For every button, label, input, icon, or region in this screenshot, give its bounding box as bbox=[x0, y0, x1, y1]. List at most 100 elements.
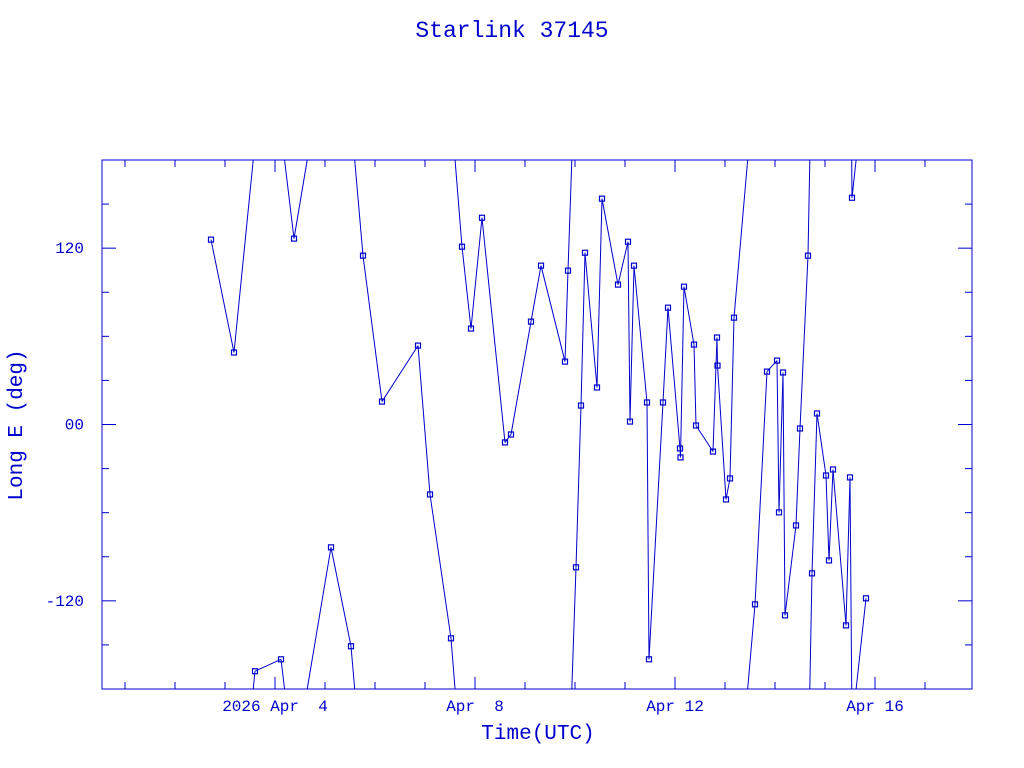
series-segment bbox=[596, 198, 603, 388]
data-point bbox=[581, 249, 589, 256]
series-segment bbox=[695, 425, 714, 452]
series-segment bbox=[564, 270, 569, 362]
data-point bbox=[842, 622, 850, 629]
data-point bbox=[277, 656, 285, 663]
data-point bbox=[751, 601, 759, 608]
series-segment bbox=[617, 241, 629, 285]
data-point bbox=[378, 398, 386, 405]
series-segment bbox=[504, 434, 512, 443]
data-point bbox=[230, 349, 238, 356]
series-segment-wrapped bbox=[284, 159, 295, 239]
series-segment bbox=[782, 372, 786, 616]
data-point bbox=[598, 195, 606, 202]
data-point bbox=[813, 410, 821, 417]
series-segment bbox=[280, 659, 286, 690]
series-segment bbox=[845, 477, 851, 626]
series-segment bbox=[461, 246, 472, 329]
series-segment bbox=[776, 360, 780, 513]
data-point bbox=[572, 564, 580, 571]
series-segment bbox=[667, 307, 681, 449]
series-segment bbox=[540, 265, 566, 362]
data-point bbox=[804, 252, 812, 259]
series-segment bbox=[633, 265, 648, 403]
data-point bbox=[677, 454, 684, 461]
series-segment bbox=[849, 477, 853, 690]
data-point bbox=[676, 445, 684, 452]
series-segment bbox=[510, 321, 532, 435]
series-segment bbox=[754, 371, 768, 605]
data-point bbox=[359, 252, 367, 259]
series-segment bbox=[362, 255, 383, 402]
data-point bbox=[537, 262, 545, 269]
data-point bbox=[690, 341, 698, 348]
series-segment-wrapped bbox=[454, 159, 463, 247]
series-segment-wrapped bbox=[809, 573, 813, 690]
x-tick-label: 2026 Apr 4 bbox=[222, 698, 328, 716]
series-segment bbox=[733, 159, 749, 318]
data-point bbox=[614, 281, 622, 288]
series-segment bbox=[778, 372, 784, 513]
series-segment bbox=[567, 159, 573, 271]
data-point bbox=[808, 570, 816, 577]
data-point bbox=[593, 384, 601, 391]
series-segment bbox=[693, 344, 697, 426]
series-segment bbox=[784, 525, 797, 616]
series-segment bbox=[381, 345, 419, 402]
data-point bbox=[713, 334, 721, 341]
series-segment bbox=[717, 365, 727, 500]
data-point bbox=[796, 425, 804, 432]
data-point bbox=[347, 643, 355, 650]
series-segment bbox=[716, 337, 718, 366]
data-point bbox=[643, 399, 651, 406]
series-segment bbox=[481, 217, 506, 443]
data-point bbox=[561, 358, 569, 365]
data-point bbox=[447, 635, 455, 642]
data-point bbox=[709, 448, 717, 455]
data-point bbox=[478, 214, 486, 221]
data-point bbox=[564, 267, 572, 274]
data-point bbox=[763, 368, 771, 375]
data-point bbox=[829, 466, 837, 473]
data-point bbox=[822, 472, 830, 479]
series-segment-wrapped bbox=[855, 598, 867, 690]
series-segment bbox=[646, 402, 650, 660]
series-segment bbox=[729, 317, 735, 479]
y-tick-label: -120 bbox=[46, 593, 84, 611]
data-point bbox=[726, 475, 734, 482]
series-segment bbox=[530, 265, 542, 322]
y-axis-label: Long E (deg) bbox=[6, 349, 29, 500]
x-tick-label: Apr 16 bbox=[846, 698, 904, 716]
series-segment bbox=[851, 159, 857, 198]
series-segment bbox=[293, 159, 308, 239]
series-segment bbox=[807, 159, 811, 256]
series-segment bbox=[811, 413, 818, 574]
series-segment bbox=[712, 337, 718, 452]
series-segment bbox=[816, 413, 827, 476]
series-segment bbox=[254, 658, 282, 672]
data-point bbox=[659, 399, 667, 406]
data-point bbox=[664, 304, 672, 311]
series-segment bbox=[648, 402, 664, 660]
series-segment bbox=[233, 159, 254, 353]
series-segment-wrapped bbox=[354, 159, 364, 256]
data-point bbox=[781, 612, 789, 619]
series-segment bbox=[683, 286, 695, 345]
data-point bbox=[458, 243, 466, 250]
series-segment bbox=[350, 646, 356, 690]
data-point bbox=[624, 238, 632, 245]
series-segment bbox=[766, 360, 778, 372]
data-point bbox=[630, 262, 638, 269]
series-segment bbox=[470, 217, 483, 329]
data-point bbox=[779, 369, 787, 376]
data-point bbox=[848, 194, 856, 201]
series-segment-wrapped bbox=[747, 604, 756, 690]
data-point bbox=[680, 283, 688, 290]
data-point bbox=[527, 318, 535, 325]
series-segment bbox=[799, 255, 809, 429]
series-segment bbox=[828, 469, 834, 561]
data-point bbox=[645, 656, 653, 663]
data-point bbox=[501, 439, 509, 446]
data-point bbox=[426, 491, 434, 498]
x-tick-label: Apr 12 bbox=[646, 698, 704, 716]
data-point bbox=[730, 314, 738, 321]
